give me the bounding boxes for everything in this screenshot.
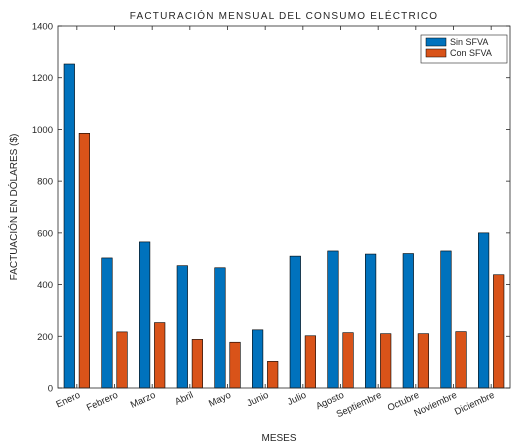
bar-sin-sfva	[63, 63, 75, 389]
bar-sin-sfva	[365, 253, 377, 389]
y-axis-ticks: 0 200 400 600 800 1000 1200 1400	[32, 22, 510, 395]
bar-con-sfva	[78, 133, 90, 389]
bar-con-sfva	[229, 341, 241, 389]
y-tick-label: 400	[37, 280, 53, 291]
x-tick-label: Junio	[245, 390, 270, 410]
bar-sin-sfva	[327, 250, 339, 389]
x-tick-label: Julio	[286, 390, 308, 408]
y-tick-label: 200	[37, 332, 53, 343]
legend-swatch-con-sfva	[425, 48, 447, 58]
y-tick-label: 1200	[32, 73, 53, 84]
x-tick-label: Enero	[54, 390, 82, 411]
x-tick-label: Noviembre	[412, 390, 458, 419]
bar-con-sfva	[380, 333, 392, 389]
bar-sin-sfva	[440, 250, 452, 389]
bar-con-sfva	[304, 335, 316, 389]
bar-con-sfva	[191, 339, 203, 389]
y-axis-label: FACTUACIÓN EN DÓLARES ($)	[7, 134, 20, 281]
x-tick-label: Febrero	[85, 390, 120, 414]
legend-label-sin-sfva: Sin SFVA	[450, 37, 488, 47]
x-tick-label: Diciembre	[453, 390, 496, 418]
bar-sin-sfva	[252, 329, 264, 389]
chart-title: FACTURACIÓN MENSUAL DEL CONSUMO ELÉCTRIC…	[130, 9, 439, 22]
bar-sin-sfva	[289, 255, 301, 389]
x-axis-label: MESES	[261, 433, 296, 443]
y-tick-label: 1400	[32, 22, 53, 33]
y-tick-label: 800	[37, 177, 53, 188]
bar-sin-sfva	[214, 267, 226, 389]
plot-frame	[57, 25, 511, 389]
bar-con-sfva	[154, 322, 166, 389]
bar-sin-sfva	[478, 232, 490, 389]
bar-sin-sfva	[176, 265, 188, 389]
bars	[63, 63, 505, 389]
bar-con-sfva	[267, 361, 279, 389]
legend-swatch-sin-sfva	[425, 37, 447, 47]
bar-con-sfva	[493, 274, 505, 389]
bar-con-sfva	[455, 331, 467, 389]
bar-sin-sfva	[139, 241, 151, 389]
legend: Sin SFVA Con SFVA	[420, 34, 508, 64]
bar-con-sfva	[116, 331, 128, 389]
y-tick-label: 1000	[32, 125, 53, 136]
legend-label-con-sfva: Con SFVA	[450, 48, 492, 58]
bar-con-sfva	[417, 333, 429, 389]
y-tick-label: 600	[37, 228, 53, 239]
x-tick-label: Marzo	[129, 390, 158, 411]
bar-con-sfva	[342, 332, 354, 389]
bar-sin-sfva	[402, 253, 414, 389]
bar-sin-sfva	[101, 257, 113, 389]
x-tick-label: Mayo	[207, 390, 233, 410]
y-tick-label: 0	[48, 384, 53, 395]
x-tick-label: Abril	[173, 390, 195, 408]
